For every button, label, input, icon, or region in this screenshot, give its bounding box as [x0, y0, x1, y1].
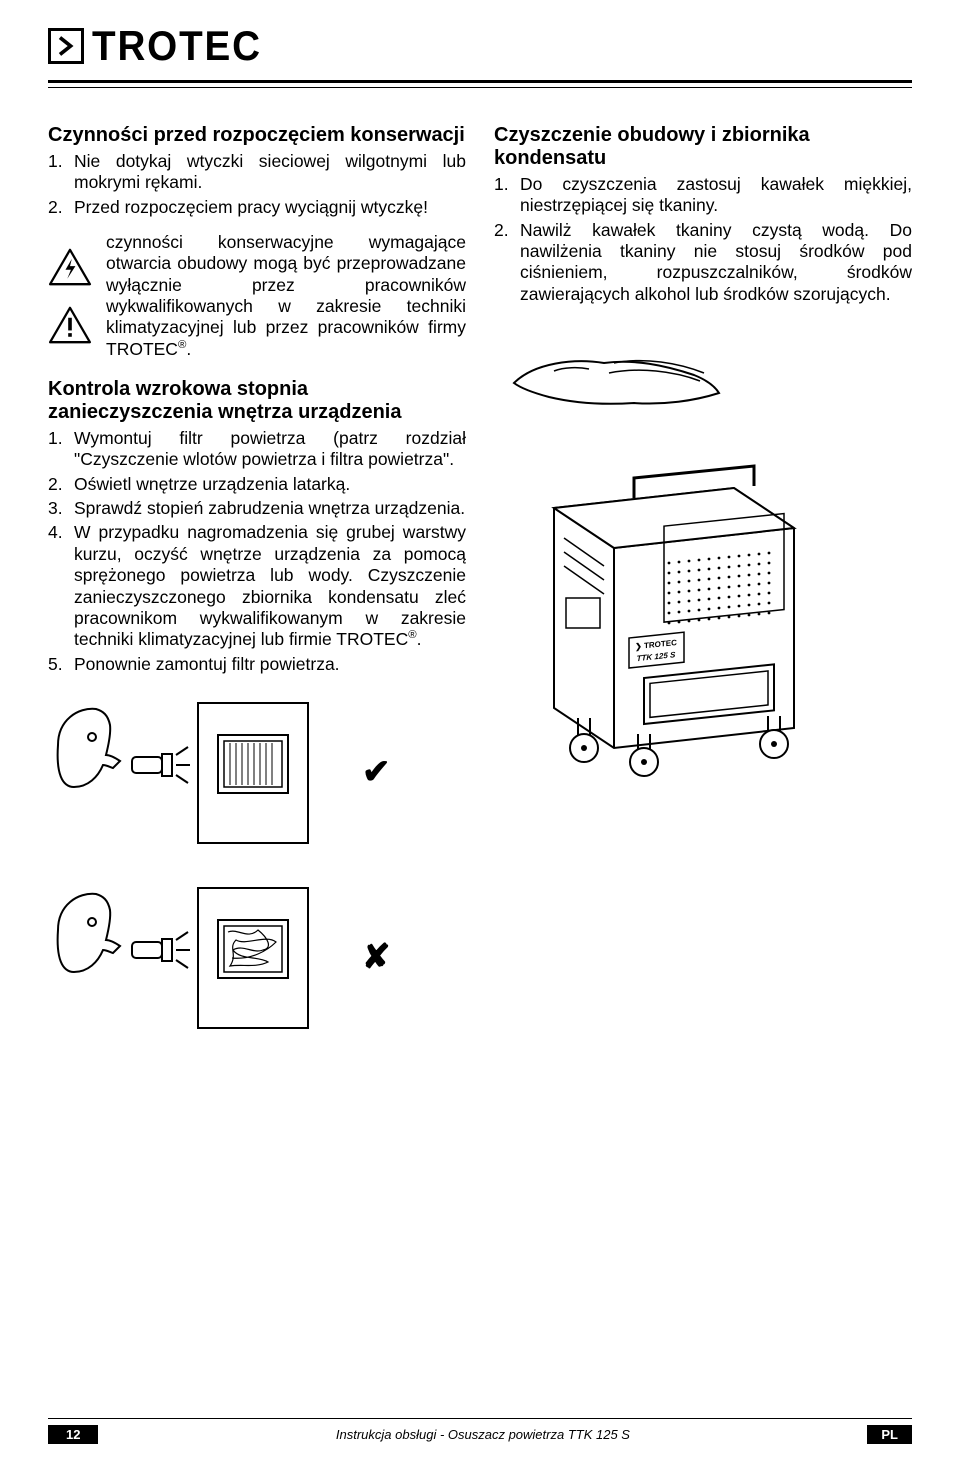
footer-title: Instrukcja obsługi - Osuszacz powietrza …	[336, 1427, 630, 1442]
list-item: Nawilż kawałek tkaniny czystą wodą. Do n…	[494, 220, 912, 305]
inspection-dirty-illustration: ✘	[48, 880, 466, 1035]
brand-chevron-icon	[48, 28, 84, 64]
crossmark-icon: ✘	[362, 937, 391, 977]
header-rules	[48, 80, 912, 88]
registered-mark: ®	[408, 629, 416, 641]
footer-language-badge: PL	[867, 1425, 912, 1444]
warning-text: czynności konserwacyjne wymagające otwar…	[106, 232, 466, 360]
list-item-suffix: .	[417, 629, 422, 649]
device-illustration: ❯ TROTEC TTK 125 S	[494, 448, 912, 793]
list-item: Wymontuj filtr powietrza (patrz rozdział…	[48, 428, 466, 471]
list-item: Oświetl wnętrze urządzenia latarką.	[48, 474, 466, 495]
inspection-illustrations: ✔	[48, 695, 466, 1035]
list-item: Do czyszczenia zastosuj kawałek miękkiej…	[494, 174, 912, 217]
left-column: Czynności przed rozpoczęciem konserwacji…	[48, 124, 466, 1035]
page-footer: 12 Instrukcja obsługi - Osuszacz powietr…	[48, 1418, 912, 1444]
warning-icons	[48, 248, 92, 344]
warning-text-suffix: .	[186, 339, 191, 359]
section-heading: Czyszczenie obudowy i zbiornika kondensa…	[494, 124, 912, 170]
list-item: Sprawdź stopień zabrudzenia wnętrza urzą…	[48, 498, 466, 519]
section-heading: Kontrola wzrokowa stopnia zanieczyszczen…	[48, 378, 466, 424]
list-item: Ponownie zamontuj filtr powietrza.	[48, 654, 466, 675]
warning-block: czynności konserwacyjne wymagające otwar…	[48, 232, 466, 360]
list-item: Przed rozpoczęciem pracy wyciągnij wtycz…	[48, 197, 466, 218]
section-heading: Czynności przed rozpoczęciem konserwacji	[48, 124, 466, 147]
brand-name: TROTEC	[92, 22, 262, 70]
list-item: Nie dotykaj wtyczki sieciowej wilgotnymi…	[48, 151, 466, 194]
list-item: W przypadku nagromadzenia się grubej war…	[48, 522, 466, 650]
ordered-list: Wymontuj filtr powietrza (patrz rozdział…	[48, 428, 466, 675]
brand-logo: TROTEC	[48, 22, 912, 70]
inspection-clean-illustration: ✔	[48, 695, 466, 850]
hand-wipe-illustration	[494, 323, 912, 438]
ordered-list: Nie dotykaj wtyczki sieciowej wilgotnymi…	[48, 151, 466, 218]
footer-page-number: 12	[48, 1425, 98, 1444]
caution-icon	[48, 306, 92, 344]
ordered-list: Do czyszczenia zastosuj kawałek miękkiej…	[494, 174, 912, 305]
checkmark-icon: ✔	[362, 752, 391, 792]
content: Czynności przed rozpoczęciem konserwacji…	[0, 88, 960, 1035]
page-header: TROTEC	[0, 0, 960, 88]
electric-hazard-icon	[48, 248, 92, 286]
warning-text-body: czynności konserwacyjne wymagające otwar…	[106, 232, 466, 359]
right-column: Czyszczenie obudowy i zbiornika kondensa…	[494, 124, 912, 1035]
